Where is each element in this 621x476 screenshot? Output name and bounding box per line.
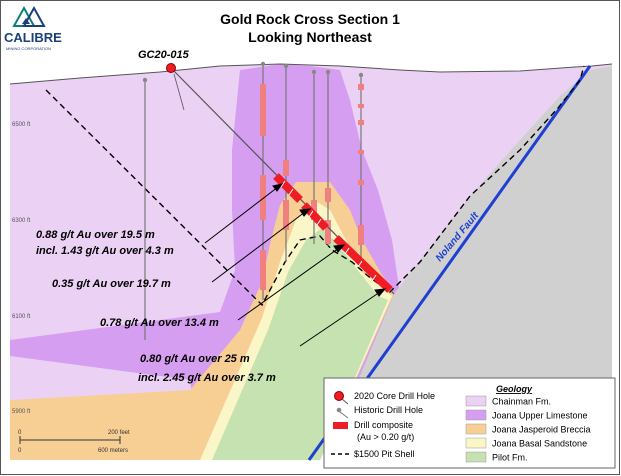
figure-title-line1: Gold Rock Cross Section 1 [220, 11, 400, 27]
legend-geology-label: Chainman Fm. [492, 397, 551, 407]
hanging-wall-block [325, 66, 612, 460]
scale-feet-label: 200 feet [108, 430, 130, 436]
core-drill-hole-collar [166, 63, 176, 73]
legend-composite-note: (Au > 0.20 g/t) [357, 432, 414, 442]
composite-segment-ticks [280, 180, 377, 282]
intercept-label-2: 0.35 g/t Au over 19.7 m [52, 278, 171, 290]
elevation-label-6100: 6100 ft [12, 314, 31, 320]
legend-geology-items: Chainman Fm. Joana Upper Limestone Joana J… [465, 395, 591, 463]
logo-wordmark: CALIBRE [4, 30, 62, 45]
legend-composite-label: Drill composite [354, 420, 413, 430]
intercept-label-1: 0.88 g/t Au over 19.5 m [36, 229, 155, 241]
intercept-label-3: 0.78 g/t Au over 13.4 m [100, 317, 219, 329]
legend-geology-swatch [465, 451, 487, 463]
legend-geology-label: Joana Jasperoid Breccia [492, 425, 591, 435]
drill-composite-1 [273, 173, 303, 203]
legend-geology-swatch [465, 423, 487, 435]
scale-meters-label: 600 meters [98, 448, 128, 454]
scale-zero-meters: 0 [18, 448, 22, 454]
scale-zero-feet: 0 [18, 430, 22, 436]
intercept-label-1-incl: incl. 1.43 g/t Au over 4.3 m [36, 245, 174, 257]
elevation-label-5900: 5900 ft [12, 409, 31, 415]
legend-geology-label: Joana Basal Sandstone [492, 439, 587, 449]
legend-geology-swatch [465, 409, 487, 421]
intercept-arrows [204, 183, 387, 347]
legend-core-hole-symbol [334, 391, 344, 401]
legend-core-hole-label: 2020 Core Drill Hole [354, 391, 435, 401]
core-hole-leader [173, 73, 185, 111]
calibre-logo: CALIBRE MINING CORPORATION [4, 5, 62, 51]
historic-hole-intervals [260, 84, 364, 290]
legend-geology-label: Pilot Fm. [492, 453, 528, 463]
logo-tagline: MINING CORPORATION [6, 46, 51, 51]
drill-composite-3 [333, 235, 393, 293]
pit-shell-line [45, 65, 585, 307]
intercept-label-4: 0.80 g/t Au over 25 m [140, 353, 250, 365]
ground-surface-line [9, 63, 613, 85]
core-hole-label: GC20-015 [138, 49, 190, 61]
legend-geology-label: Joana Upper Limestone [492, 411, 588, 421]
legend-composite-symbol [333, 422, 348, 429]
legend-geology-swatch [465, 437, 487, 449]
legend-historic-hole-symbol [336, 407, 342, 413]
historic-hole-collars [142, 61, 364, 83]
scale-bar: 0 200 feet 0 600 meters [18, 430, 130, 454]
legend-historic-hole-label: Historic Drill Hole [354, 405, 423, 415]
legend-geology-swatch [465, 395, 487, 407]
elevation-label-6500: 6500 ft [12, 122, 31, 128]
legend-pit-shell-label: $1500 Pit Shell [354, 449, 415, 459]
legend: 2020 Core Drill Hole Historic Drill Hole… [323, 377, 616, 469]
figure-title-line2: Looking Northeast [248, 29, 372, 45]
intercept-label-4-incl: incl. 2.45 g/t Au over 3.7 m [138, 372, 276, 384]
elevation-label-6300: 6300 ft [12, 218, 31, 224]
legend-geology-title: Geology [496, 384, 533, 394]
